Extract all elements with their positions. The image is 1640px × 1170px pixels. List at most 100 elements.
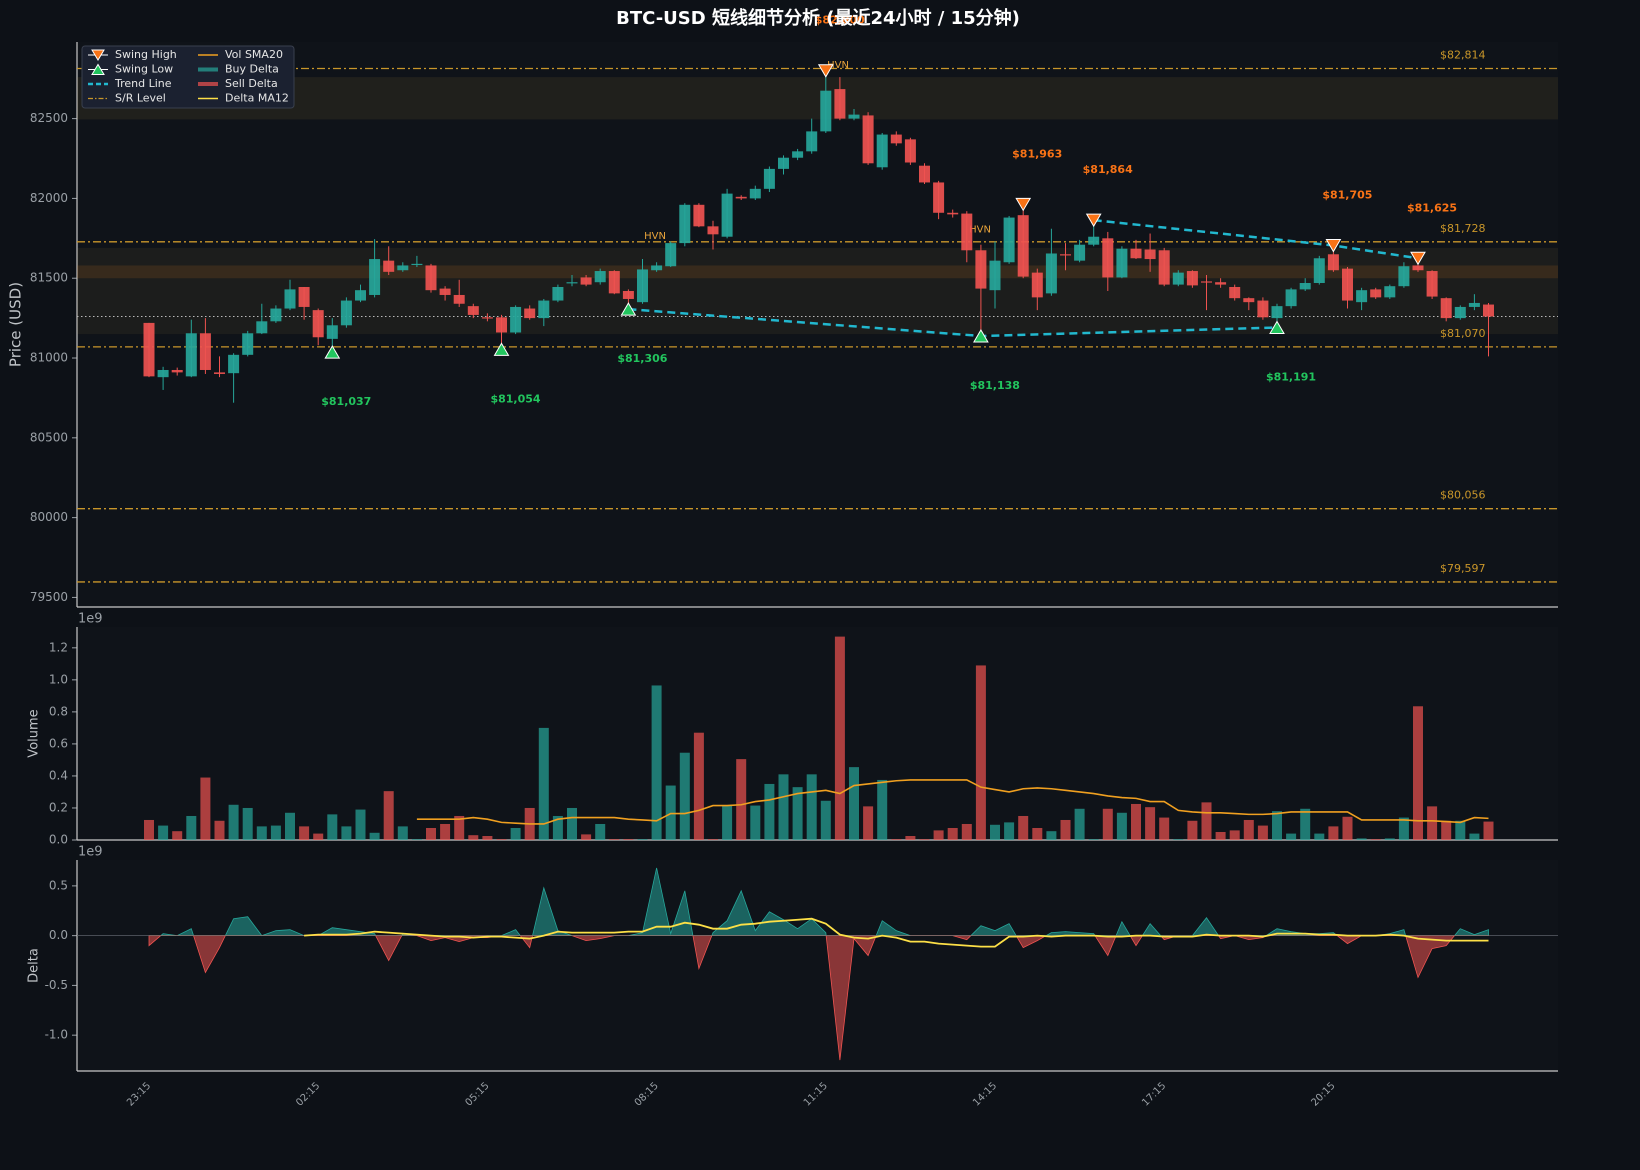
volume-bar xyxy=(736,759,747,840)
candle-body xyxy=(862,115,874,164)
volume-bar xyxy=(172,831,183,840)
y-tick-label: 1.0 xyxy=(49,672,68,686)
volume-bar xyxy=(454,815,465,840)
candle-body xyxy=(228,354,240,374)
chart-title: BTC-USD 短线细节分析 (最近24小时 / 15分钟) xyxy=(616,7,1020,29)
candle-body xyxy=(1045,253,1057,294)
volume-bar xyxy=(1413,706,1423,840)
volume-bar xyxy=(426,827,436,840)
volume-bar xyxy=(1356,838,1367,840)
volume-bar xyxy=(919,839,930,840)
candle-body xyxy=(439,288,451,295)
volume-bar xyxy=(369,832,380,840)
candle-body xyxy=(326,325,338,339)
swing-marker xyxy=(973,328,989,343)
swing-label: $81,625 xyxy=(1407,201,1457,214)
swing-marker xyxy=(324,345,341,359)
candle-body xyxy=(552,286,564,301)
volume-bar xyxy=(1131,803,1141,840)
hvn-label: HVN xyxy=(969,224,991,235)
swing-marker xyxy=(1269,320,1285,335)
candle-body xyxy=(1313,258,1325,284)
swing-marker xyxy=(1015,197,1032,212)
delta-panel xyxy=(77,860,1558,1071)
y-tick-label: 81000 xyxy=(30,351,68,365)
y-tick-label: 0.2 xyxy=(49,800,68,814)
swing-label: $81,705 xyxy=(1322,188,1372,201)
candle-body xyxy=(425,265,437,291)
candle-body xyxy=(199,333,211,370)
volume-bar xyxy=(1427,806,1438,840)
volume-bar xyxy=(214,820,225,840)
volume-bar xyxy=(200,777,211,840)
candle-body xyxy=(1285,289,1297,307)
candle-body xyxy=(270,308,282,322)
candle-body xyxy=(763,168,775,189)
y-tick-label: 0.0 xyxy=(49,833,68,847)
volume-bar xyxy=(552,815,563,840)
hvn-label: HVN xyxy=(644,231,666,242)
y-tick-label: 82000 xyxy=(30,191,68,205)
y-tick-label: 79500 xyxy=(30,590,68,604)
candle-body xyxy=(538,300,550,319)
volume-bar xyxy=(1398,817,1409,840)
volume-bar xyxy=(186,815,197,840)
candle-body xyxy=(383,260,395,272)
candle-body xyxy=(481,317,493,319)
y-tick-label: 80000 xyxy=(30,510,68,524)
volume-bar xyxy=(1370,839,1381,840)
legend-label: Swing High xyxy=(115,48,177,61)
candle-body xyxy=(1158,250,1170,285)
volume-bar xyxy=(1286,833,1297,840)
volume-bar xyxy=(1384,838,1395,840)
volume-bar xyxy=(158,825,169,840)
volume-bar xyxy=(1187,820,1198,840)
candle-body xyxy=(608,271,620,294)
volume-bar xyxy=(1300,808,1311,840)
candle-body xyxy=(989,260,1001,291)
candle-body xyxy=(1060,254,1071,256)
volume-bar xyxy=(482,835,493,840)
candle-body xyxy=(298,286,310,307)
swing-marker xyxy=(1325,238,1342,253)
candle-body xyxy=(919,165,930,183)
volume-bar xyxy=(1102,808,1113,840)
candle-body xyxy=(1003,217,1015,263)
candle-body xyxy=(566,282,578,284)
legend-marker xyxy=(91,63,105,75)
volume-bar xyxy=(1060,819,1071,840)
swing-label: $81,054 xyxy=(490,392,540,405)
candle-body xyxy=(707,226,719,235)
volume-bar xyxy=(905,835,916,840)
swing-marker xyxy=(1085,213,1102,228)
legend-marker xyxy=(91,49,105,61)
y-offset-label: 1e9 xyxy=(78,845,103,860)
candle-body xyxy=(848,114,860,119)
volume-bar xyxy=(397,826,408,840)
swing-marker xyxy=(817,64,834,78)
volume-bar xyxy=(144,819,154,840)
volume-bar xyxy=(1116,812,1127,840)
candle-body xyxy=(284,289,296,309)
volume-bar xyxy=(834,636,845,840)
candle-body xyxy=(1398,266,1410,287)
candle-body xyxy=(1243,298,1255,303)
candle-body xyxy=(1440,298,1452,319)
volume-bar xyxy=(665,785,676,840)
volume-bar xyxy=(1074,808,1085,840)
candle-body xyxy=(622,290,634,299)
volume-bar xyxy=(820,800,831,840)
volume-bar xyxy=(1328,826,1339,840)
candle-body xyxy=(1017,215,1029,277)
legend-label: Trend Line xyxy=(114,77,172,90)
volume-bar xyxy=(299,826,310,840)
volume-bar xyxy=(1088,839,1099,840)
y-tick-label: 0.0 xyxy=(49,928,68,942)
sr-label: $82,814 xyxy=(1440,48,1486,61)
swing-marker xyxy=(1410,251,1426,266)
candle-body xyxy=(157,369,169,378)
candle-body xyxy=(1031,272,1043,298)
candle-body xyxy=(778,157,789,169)
candle-body xyxy=(679,204,691,244)
